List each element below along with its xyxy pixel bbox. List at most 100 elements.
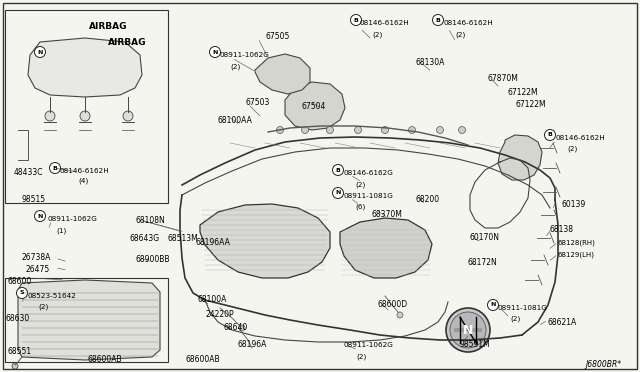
Circle shape [351, 15, 362, 26]
Text: (6): (6) [355, 204, 365, 211]
Polygon shape [28, 38, 142, 97]
Text: 68600AB: 68600AB [88, 355, 123, 364]
Text: 68640: 68640 [223, 323, 247, 332]
Circle shape [433, 15, 444, 26]
Text: 67504: 67504 [302, 102, 326, 111]
Text: 68600AB: 68600AB [185, 355, 220, 364]
Text: 68643G: 68643G [130, 234, 160, 243]
Circle shape [239, 325, 245, 331]
Polygon shape [255, 54, 310, 94]
Circle shape [446, 308, 490, 352]
Text: B: B [548, 132, 552, 138]
Text: (2): (2) [372, 31, 382, 38]
Text: 68100AA: 68100AA [218, 116, 253, 125]
Circle shape [276, 126, 284, 134]
Circle shape [209, 46, 221, 58]
Circle shape [458, 126, 465, 134]
Circle shape [45, 111, 55, 121]
Text: 68128(RH): 68128(RH) [558, 240, 596, 247]
Text: 08146-6162H: 08146-6162H [555, 135, 605, 141]
Text: 68108N: 68108N [135, 216, 164, 225]
Text: 08911-1081G: 08911-1081G [498, 305, 548, 311]
Text: 68621A: 68621A [548, 318, 577, 327]
Circle shape [397, 312, 403, 318]
Text: 68196AA: 68196AA [195, 238, 230, 247]
Circle shape [12, 363, 18, 369]
Text: B: B [52, 166, 58, 170]
Text: 68172N: 68172N [467, 258, 497, 267]
Polygon shape [18, 280, 160, 360]
Text: 68600D: 68600D [378, 300, 408, 309]
Text: (2): (2) [355, 181, 365, 187]
Polygon shape [498, 135, 542, 180]
Text: 68630: 68630 [5, 314, 29, 323]
Text: 68551: 68551 [8, 347, 32, 356]
Circle shape [35, 46, 45, 58]
Text: 67122M: 67122M [515, 100, 546, 109]
Text: N: N [212, 49, 218, 55]
Text: N: N [335, 190, 340, 196]
Text: 68513M: 68513M [168, 234, 199, 243]
Circle shape [301, 126, 308, 134]
Circle shape [408, 126, 415, 134]
Text: AIRBAG: AIRBAG [108, 38, 147, 47]
Polygon shape [200, 204, 330, 278]
Text: N: N [463, 324, 473, 337]
Text: 08146-6162G: 08146-6162G [343, 170, 393, 176]
Text: 98591M: 98591M [459, 340, 490, 349]
Text: (2): (2) [356, 353, 366, 359]
Circle shape [381, 126, 388, 134]
Text: 67505: 67505 [265, 32, 289, 41]
Text: 68196A: 68196A [238, 340, 268, 349]
Text: (2): (2) [455, 31, 465, 38]
Text: S: S [20, 291, 24, 295]
Text: 24220P: 24220P [205, 310, 234, 319]
Circle shape [355, 126, 362, 134]
Circle shape [17, 288, 28, 298]
Text: 08911-1081G: 08911-1081G [343, 193, 393, 199]
Text: 68129(LH): 68129(LH) [558, 252, 595, 259]
Text: B: B [335, 167, 340, 173]
Bar [5, 10, 168, 203]
Text: (1): (1) [56, 227, 67, 234]
Polygon shape [285, 82, 345, 130]
Text: 68600: 68600 [8, 277, 32, 286]
Circle shape [123, 111, 133, 121]
Circle shape [545, 129, 556, 141]
Circle shape [488, 299, 499, 311]
Text: 08523-51642: 08523-51642 [28, 293, 77, 299]
Circle shape [49, 163, 61, 173]
Text: AIRBAG: AIRBAG [89, 22, 127, 31]
Circle shape [326, 126, 333, 134]
Text: 08911-1062G: 08911-1062G [344, 342, 394, 348]
Text: (2): (2) [567, 146, 577, 153]
Circle shape [450, 312, 486, 348]
Text: 67122M: 67122M [508, 88, 539, 97]
Text: (2): (2) [230, 63, 240, 70]
Circle shape [436, 126, 444, 134]
Text: 08146-6162H: 08146-6162H [443, 20, 493, 26]
Text: 08146-6162H: 08146-6162H [60, 168, 109, 174]
Text: 68900BB: 68900BB [135, 255, 170, 264]
Text: 08146-6162H: 08146-6162H [360, 20, 410, 26]
Text: (2): (2) [38, 304, 48, 311]
Circle shape [333, 164, 344, 176]
Text: 68130A: 68130A [415, 58, 444, 67]
Text: B: B [436, 17, 440, 22]
Text: (4): (4) [78, 178, 88, 185]
Bar [454, 328, 483, 332]
Text: 08911-1062G: 08911-1062G [220, 52, 270, 58]
Text: 68370M: 68370M [372, 210, 403, 219]
Text: 98515: 98515 [22, 195, 46, 204]
Text: 67503: 67503 [245, 98, 269, 107]
Text: 60139: 60139 [562, 200, 586, 209]
Text: N: N [37, 49, 43, 55]
Bar [5, 278, 168, 362]
Text: 68138: 68138 [550, 225, 574, 234]
Text: 60170N: 60170N [470, 233, 500, 242]
Text: 26475: 26475 [26, 265, 51, 274]
Text: 48433C: 48433C [14, 168, 44, 177]
Circle shape [35, 211, 45, 221]
Text: B: B [353, 17, 358, 22]
Text: 67870M: 67870M [487, 74, 518, 83]
